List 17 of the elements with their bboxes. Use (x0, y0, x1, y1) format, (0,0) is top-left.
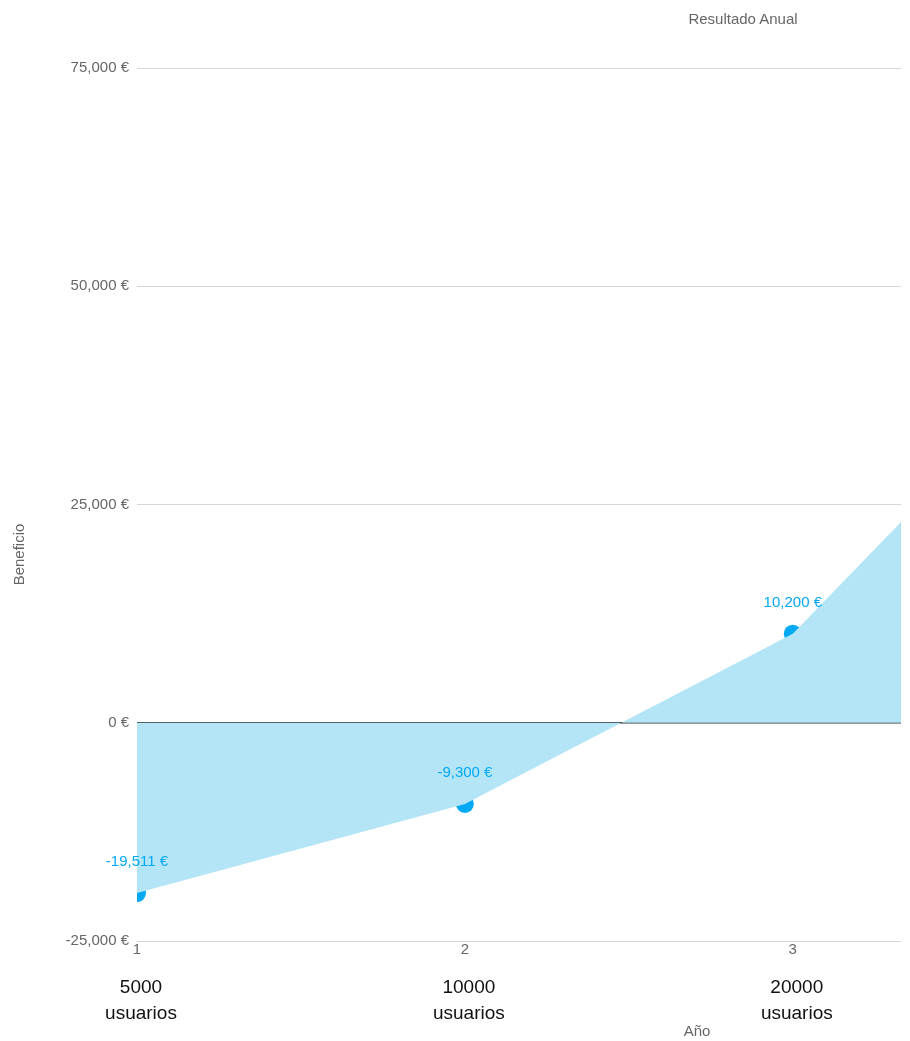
y-tick-label: 50,000 € (70, 276, 130, 294)
chart-title: Resultado Anual (688, 10, 798, 27)
x-tick-label: 2 (460, 940, 470, 958)
y-tick-label: -25,000 € (65, 931, 130, 949)
text: 5000 usuarios (105, 976, 177, 1023)
data-label: 10,200 € (763, 592, 823, 610)
x-tick-label: 1 (132, 940, 142, 958)
data-label: -19,511 € (105, 852, 169, 870)
y-axis-title: Beneficio (10, 523, 27, 586)
text: 20000 usuarios (760, 976, 833, 1023)
y-tick-label: 25,000 € (70, 494, 130, 512)
data-label: -9,300 € (437, 762, 494, 780)
x-axis-title: Año (683, 1022, 711, 1039)
y-tick-label: 75,000 € (70, 58, 130, 76)
text: 10000 usuarios (432, 976, 505, 1023)
y-tick-label: 0 € (108, 712, 130, 730)
x-tick-label: 3 (788, 940, 797, 958)
